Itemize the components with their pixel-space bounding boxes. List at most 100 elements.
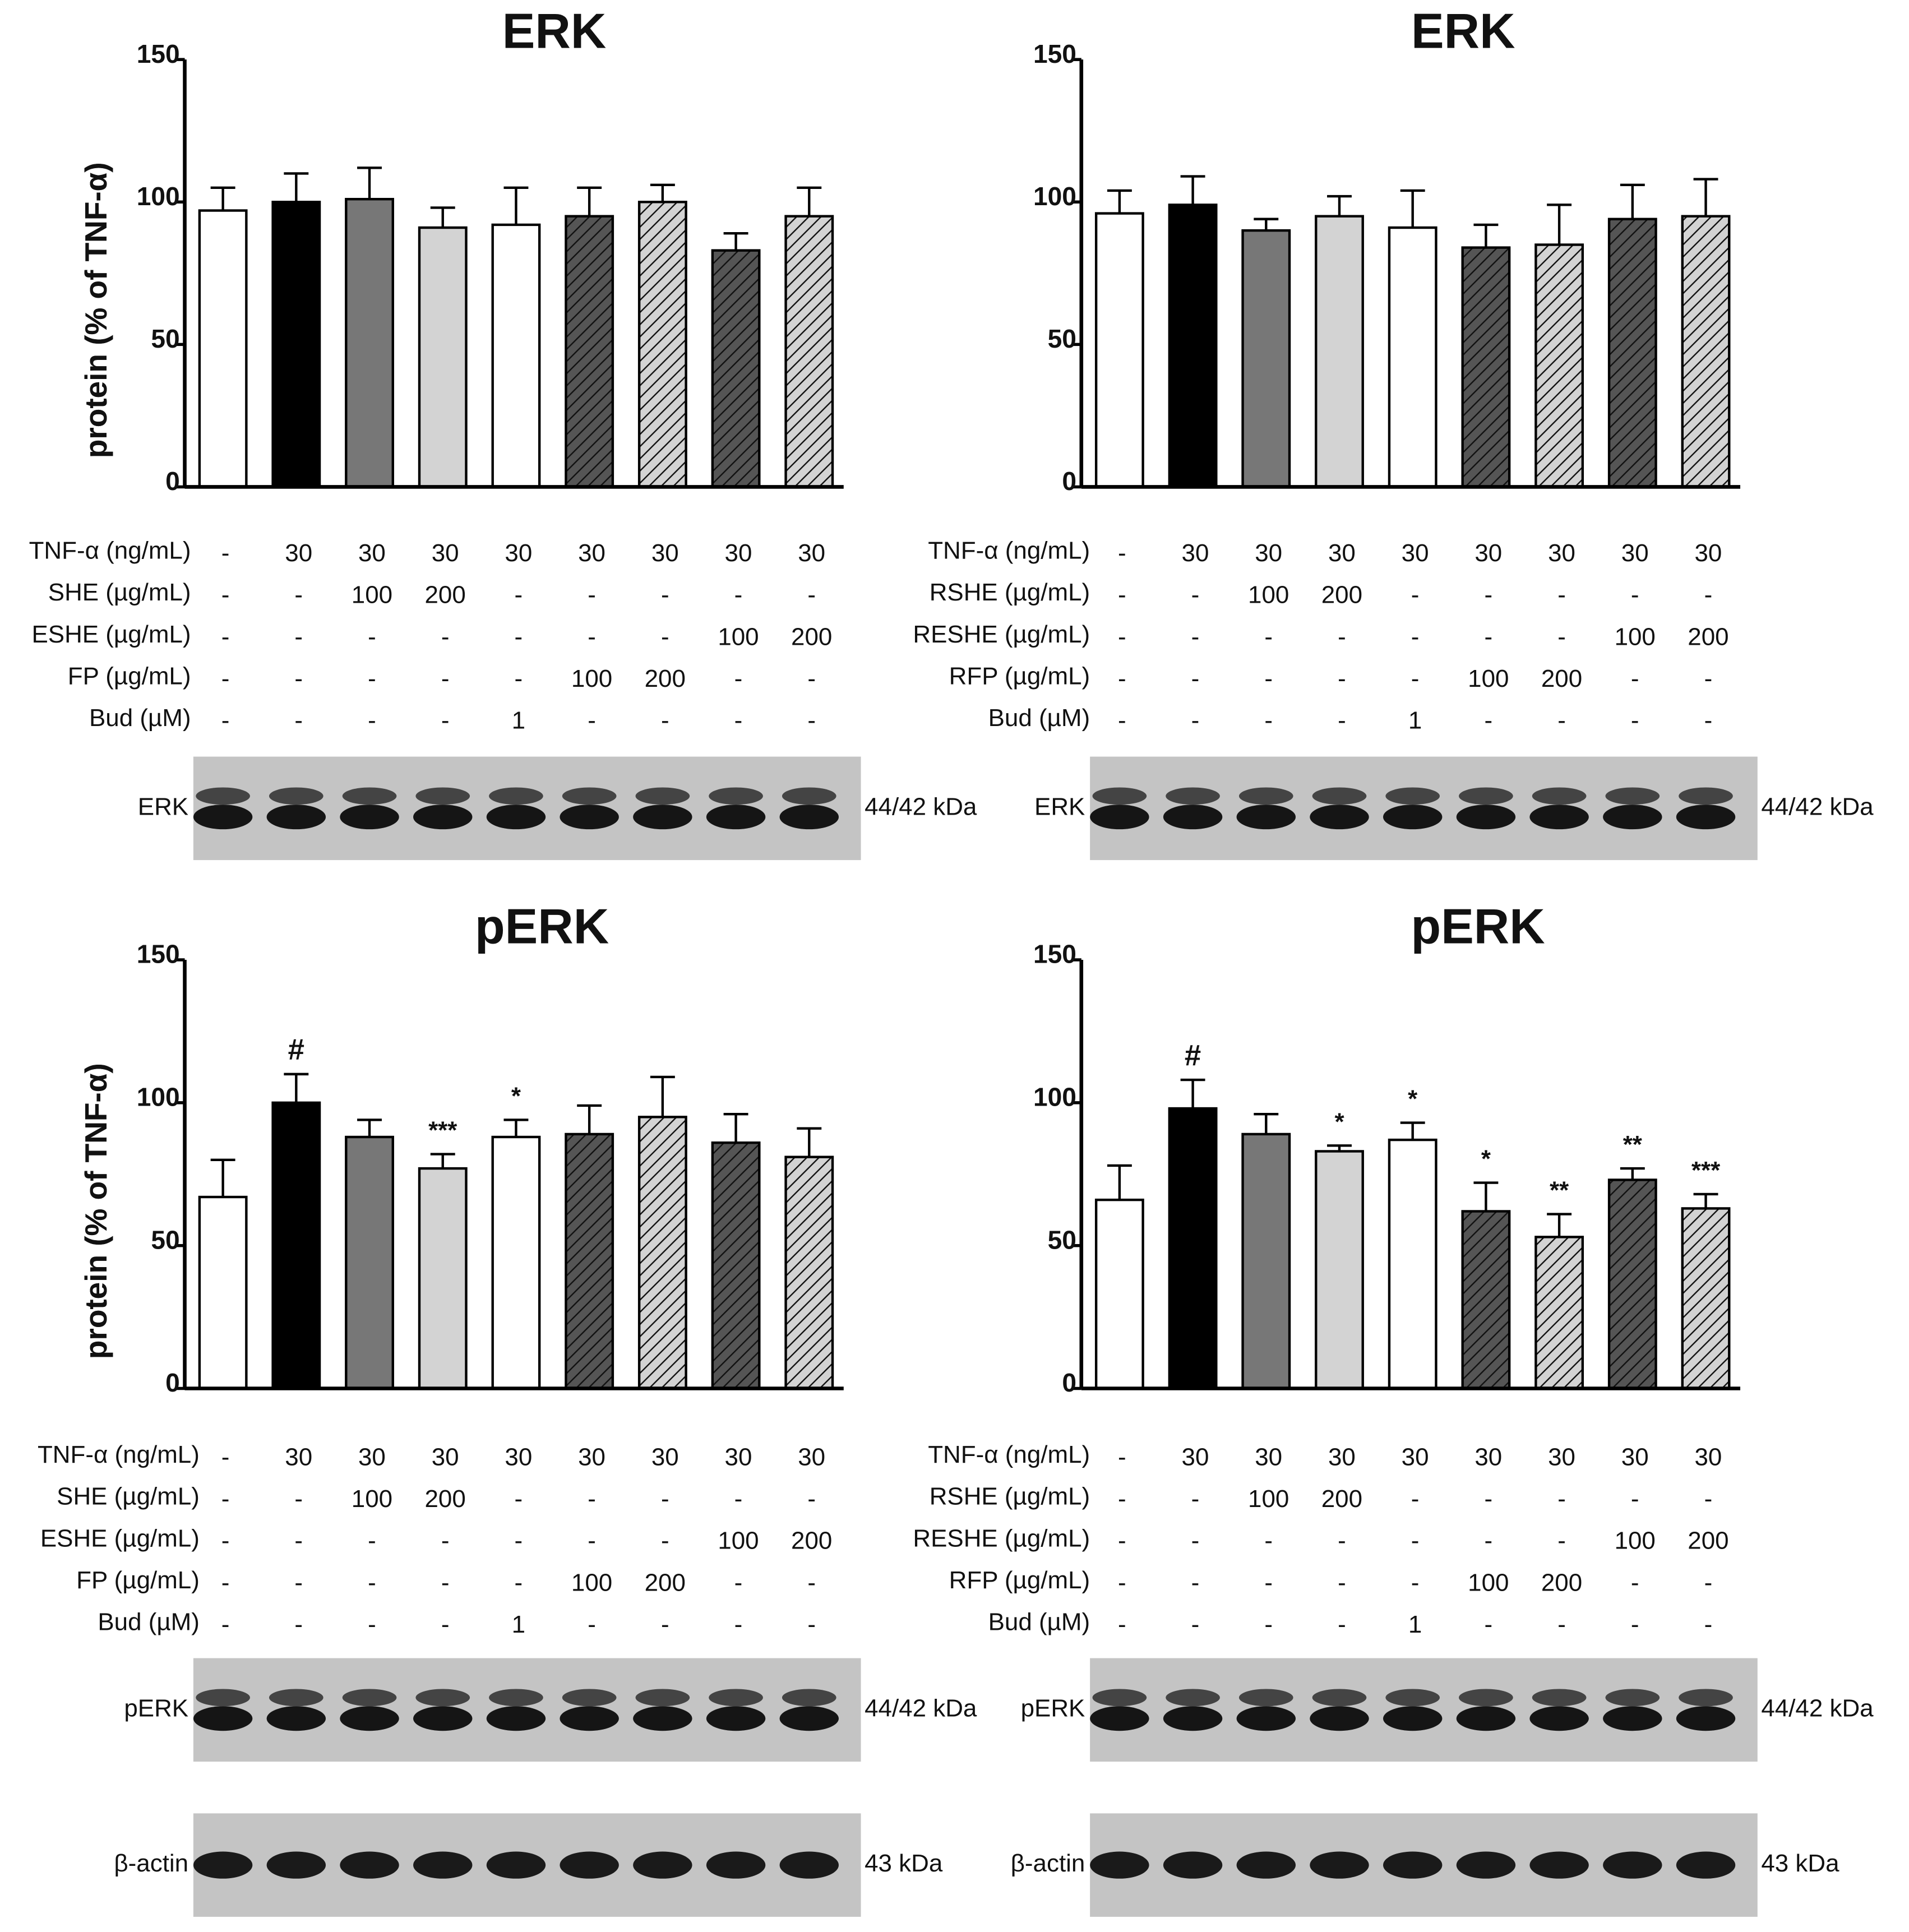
bar [345, 197, 394, 488]
treatment-label: RESHE (µg/mL) [913, 621, 1090, 648]
treatment-value: - [1191, 1611, 1200, 1638]
treatment-value: - [294, 581, 303, 609]
treatment-value: - [294, 665, 303, 692]
blot-band [709, 1689, 763, 1707]
treatment-value: - [1191, 1569, 1200, 1596]
blot-band [486, 1706, 546, 1731]
y-axis-label: protein (% of TNF-α) [78, 162, 113, 458]
treatment-value: - [1631, 1611, 1639, 1638]
blot-band [342, 1689, 397, 1707]
treatment-value: 30 [1328, 1443, 1356, 1471]
treatment-value: - [1631, 1485, 1639, 1513]
significance-label: * [1481, 1145, 1491, 1173]
bar [784, 215, 834, 488]
y-axis-label: protein (% of TNF-α) [78, 1063, 113, 1359]
treatment-value: - [1631, 707, 1639, 734]
treatment-value: - [1118, 1569, 1126, 1596]
treatment-value: 200 [645, 1569, 686, 1596]
bar [565, 1133, 614, 1390]
blot-band [1236, 805, 1296, 830]
chart-title: pERK [475, 899, 609, 954]
treatment-value: 30 [1182, 1443, 1209, 1471]
treatment-value: - [1118, 1443, 1126, 1471]
blot-label: ERK [138, 793, 188, 820]
blot-band [560, 1851, 619, 1879]
chart-panel: ERK protein (% of TNF-α) 0 50 100 150 TNF-α (n… [29, 3, 977, 861]
significance-label: # [288, 1033, 304, 1066]
treatment-value: - [734, 1611, 743, 1638]
bar [1315, 215, 1364, 488]
blot-size: 44/42 kDa [1761, 793, 1874, 820]
blot-band [269, 787, 323, 805]
blot-band [1310, 1706, 1369, 1731]
treatment-value: - [1191, 581, 1200, 609]
blot-band [1679, 1689, 1733, 1707]
bar [1607, 1178, 1657, 1390]
treatment-value: - [1557, 1611, 1566, 1638]
blot-band [1456, 805, 1516, 830]
blot-band [1166, 787, 1220, 805]
blot-band [1679, 787, 1733, 805]
treatment-value: - [294, 707, 303, 734]
treatment-value: - [441, 707, 450, 734]
blot-label: ERK [1034, 793, 1085, 820]
blot-label: β-actin [1011, 1850, 1085, 1877]
significance-label: # [1185, 1039, 1201, 1072]
blot-band [1310, 1851, 1369, 1879]
blot-band [340, 805, 399, 830]
blot-band [1236, 1706, 1296, 1731]
blot-band [1090, 805, 1149, 830]
treatment-value: - [221, 1569, 230, 1596]
blot-band [1166, 1689, 1220, 1707]
treatment-value: - [661, 1485, 669, 1513]
blot-band [779, 1851, 839, 1879]
bar [637, 1116, 687, 1390]
y-axis-label: protein (% of TNF-α) [78, 1063, 113, 1359]
chart-title: ERK [1411, 3, 1515, 58]
treatment-value: - [515, 1527, 523, 1555]
bar [1461, 1210, 1511, 1390]
treatment-value: - [1557, 1527, 1566, 1555]
y-tick-label: 150 [137, 39, 180, 68]
blot-band [1529, 805, 1589, 830]
treatment-label: ESHE (µg/mL) [31, 621, 191, 648]
blot-band [1383, 1706, 1443, 1731]
treatment-value: 200 [1541, 665, 1582, 692]
treatment-value: - [1557, 581, 1566, 609]
treatment-value: 100 [352, 581, 392, 609]
treatment-value: 1 [1408, 707, 1422, 734]
treatment-value: - [1704, 1569, 1713, 1596]
bar [1241, 1133, 1291, 1390]
blot-band [193, 1851, 253, 1879]
treatment-label: ESHE (µg/mL) [40, 1524, 200, 1552]
blot-band [1236, 1851, 1296, 1879]
blot-band [193, 1706, 253, 1731]
treatment-label: SHE (µg/mL) [57, 1483, 200, 1510]
treatment-value: 30 [1621, 539, 1649, 567]
blot-band [342, 787, 397, 805]
blot-band [1090, 1706, 1149, 1731]
blot-band [633, 1851, 692, 1879]
treatment-value: - [1118, 539, 1126, 567]
treatment-value: - [661, 707, 669, 734]
treatment-value: 30 [1694, 539, 1722, 567]
significance-label: ** [1550, 1177, 1569, 1204]
bar [1681, 1207, 1731, 1390]
treatment-value: - [1338, 707, 1346, 734]
treatment-value: - [1118, 1527, 1126, 1555]
blot-band [1532, 1689, 1587, 1707]
treatment-value: 30 [1548, 1443, 1575, 1471]
treatment-value: 30 [1182, 539, 1209, 567]
treatment-value: - [1557, 707, 1566, 734]
treatment-value: - [1704, 581, 1713, 609]
treatment-value: - [221, 539, 230, 567]
treatment-value: - [1484, 623, 1492, 650]
blot-band [415, 787, 470, 805]
treatment-value: - [368, 623, 376, 650]
blot-label: pERK [1021, 1694, 1085, 1722]
bar [198, 1195, 248, 1390]
treatment-value: - [734, 707, 743, 734]
treatment-value: 200 [1321, 1485, 1362, 1513]
treatment-value: 30 [1402, 539, 1429, 567]
y-tick-label: 0 [165, 466, 180, 496]
